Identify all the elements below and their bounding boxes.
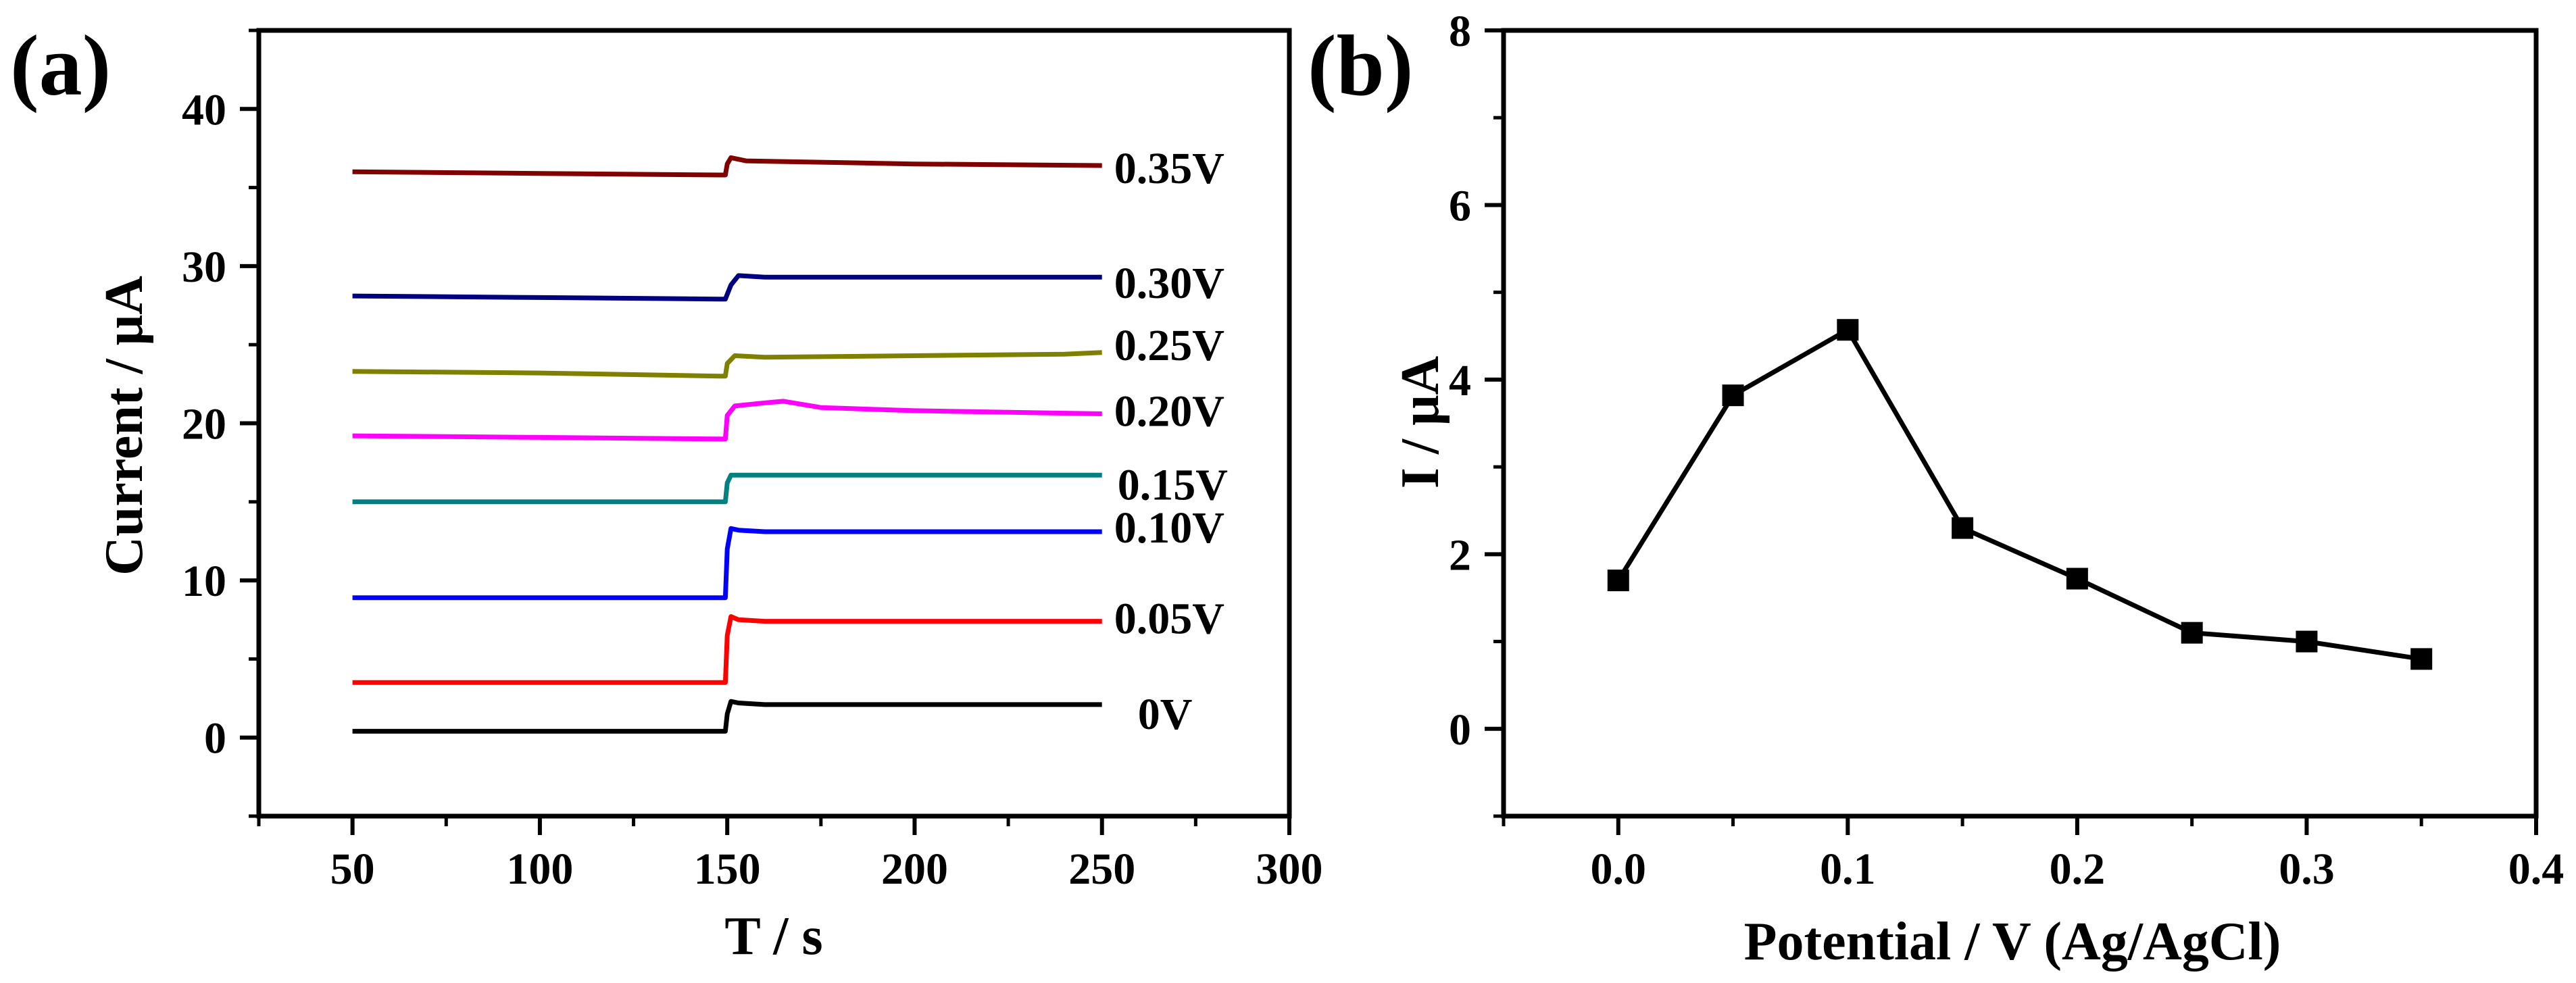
series-line-0.15V <box>352 472 1102 505</box>
panel-b-x-tick-label: 0.4 <box>2508 845 2565 894</box>
series-label-0V: 0V <box>1138 690 1193 739</box>
panel-a-y-tick-label: 40 <box>182 85 226 134</box>
panel-b-series <box>1607 319 2433 670</box>
data-point-marker <box>1952 517 1974 539</box>
series-label-0.35V: 0.35V <box>1114 144 1224 193</box>
panel-a-x-tick-label: 200 <box>881 845 948 894</box>
panel-a-x-tick-label: 300 <box>1256 845 1323 894</box>
panel-a-label: (a) <box>10 18 111 114</box>
panel-b-frame <box>1501 28 2539 819</box>
series-line-0.25V <box>352 350 1102 379</box>
panel-b-x-tick-label: 0.1 <box>1820 845 1876 894</box>
data-point-marker <box>1837 319 1859 341</box>
panel-b-x-axis-label: Potential / V (Ag/AgCl) <box>1744 912 2281 972</box>
panel-b-ticks: 0.0 0.1 0.2 0.3 0.4 0 2 4 6 8 <box>1449 7 2564 894</box>
panel-a-x-tick-label: 150 <box>694 845 761 894</box>
series-line-0.10V <box>352 526 1102 601</box>
series-label-0.25V: 0.25V <box>1114 321 1224 370</box>
panel-a-x-axis-label: T / s <box>724 907 822 966</box>
panel-b-y-axis-label: I / μA <box>1391 356 1450 489</box>
series-line-0V <box>352 699 1102 734</box>
series-label-0.20V: 0.20V <box>1114 387 1224 436</box>
panel-a-x-tick-label: 100 <box>506 845 573 894</box>
panel-a-y-tick-label: 20 <box>182 400 226 449</box>
data-point-marker <box>2296 630 2318 653</box>
series-label-0.05V: 0.05V <box>1114 595 1224 644</box>
series-label-0.10V: 0.10V <box>1114 503 1224 553</box>
panel-b-y-tick-label: 0 <box>1449 705 1471 755</box>
panel-a-ticks: 50 100 150 200 250 300 0 10 20 30 40 <box>182 28 1323 894</box>
panel-a-series <box>352 155 1102 734</box>
data-point-marker <box>1607 570 1629 592</box>
series-label-0.15V: 0.15V <box>1118 460 1228 509</box>
data-point-marker <box>1722 384 1744 407</box>
data-point-marker <box>2066 568 2088 590</box>
panel-b-x-tick-label: 0.2 <box>2050 845 2106 894</box>
panel-a-y-tick-label: 10 <box>182 557 226 606</box>
panel-a-x-tick-label: 50 <box>330 845 375 894</box>
series-line-0.20V <box>352 399 1102 442</box>
panel-b-x-tick-label: 0.0 <box>1591 845 1647 894</box>
panel-b-y-tick-label: 8 <box>1449 7 1471 56</box>
panel-a-x-tick-label: 250 <box>1068 845 1135 894</box>
series-line-0.05V <box>352 614 1102 685</box>
panel-b: (b) 0.0 0.1 0.2 0.3 0.4 0 2 4 6 8 Potential / V (… <box>1308 7 2564 972</box>
data-point-marker <box>2410 648 2433 670</box>
series-line-0.35V <box>352 155 1102 178</box>
panel-b-y-tick-label: 2 <box>1449 530 1471 580</box>
panel-a-y-tick-label: 0 <box>204 714 226 763</box>
panel-a-y-tick-label: 30 <box>182 243 226 292</box>
series-label-0.30V: 0.30V <box>1114 259 1224 308</box>
data-point-marker <box>2181 622 2203 644</box>
panel-b-y-tick-label: 4 <box>1449 356 1471 405</box>
series-line-0.30V <box>352 273 1102 302</box>
panel-a-y-axis-label: Current / μA <box>95 276 154 576</box>
panel-b-y-tick-label: 6 <box>1449 181 1471 230</box>
panel-b-x-tick-label: 0.3 <box>2279 845 2335 894</box>
panel-b-label: (b) <box>1308 18 1413 114</box>
series-line-potential <box>1616 327 2422 661</box>
